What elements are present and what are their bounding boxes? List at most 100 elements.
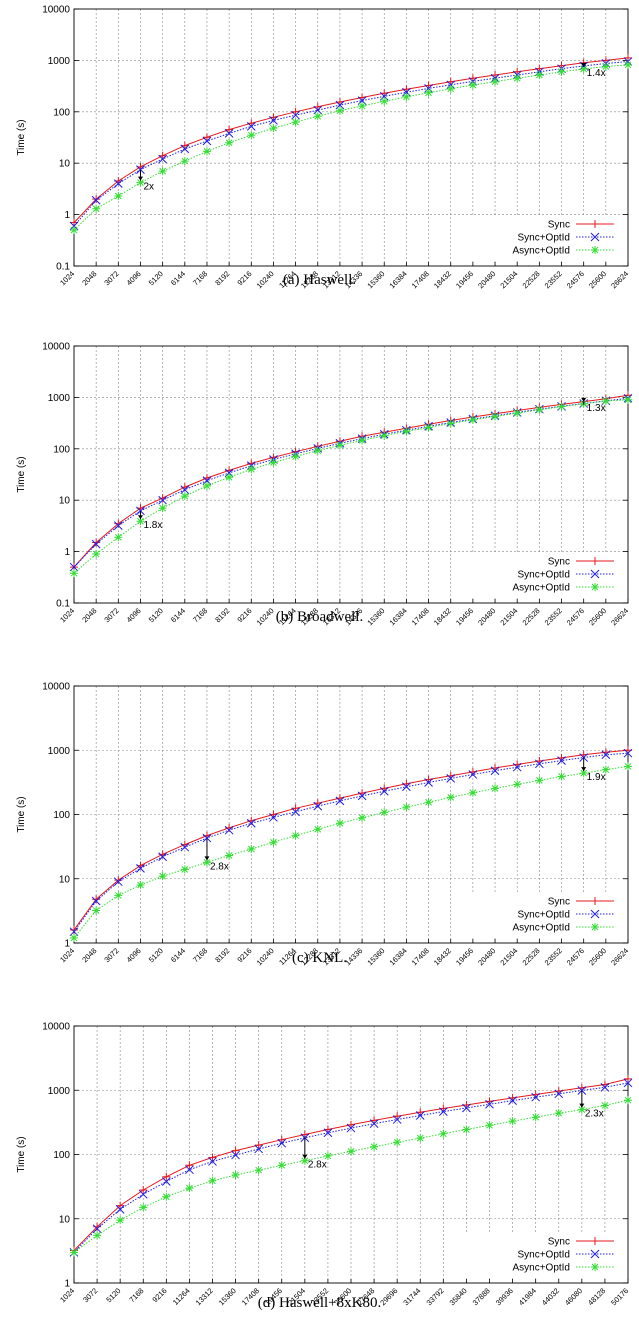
data-point	[424, 798, 433, 807]
legend-label: Async+OptId	[512, 1263, 570, 1274]
data-point	[136, 880, 145, 889]
data-point	[162, 1192, 171, 1201]
data-point	[114, 891, 123, 900]
legend-marker	[590, 909, 600, 919]
annotation-label: 2x	[143, 182, 154, 193]
data-point	[208, 1157, 217, 1166]
data-point	[136, 506, 145, 516]
data-point	[623, 748, 633, 758]
y-tick-label: 0.1	[56, 599, 70, 610]
data-point	[531, 1092, 541, 1102]
data-point	[512, 762, 522, 772]
data-point	[162, 1172, 171, 1181]
annotation-arrowhead	[579, 1103, 585, 1108]
legend-marker	[591, 1263, 599, 1271]
data-point	[158, 504, 167, 513]
data-point	[600, 1082, 610, 1092]
data-point	[369, 1119, 379, 1129]
y-tick-label: 1000	[48, 393, 71, 404]
data-point	[158, 495, 167, 505]
data-point	[535, 70, 544, 79]
legend-marker	[590, 232, 600, 242]
data-point	[485, 1099, 494, 1109]
data-point	[91, 195, 101, 205]
data-point	[185, 1161, 194, 1170]
data-point	[92, 204, 101, 213]
y-tick-label: 1000	[48, 56, 71, 67]
data-point	[269, 838, 278, 847]
data-point	[231, 1146, 240, 1155]
plot-frame	[73, 8, 629, 267]
data-point	[335, 106, 344, 115]
legend-marker	[591, 1237, 599, 1245]
data-point	[313, 801, 323, 811]
data-point	[70, 933, 78, 942]
legend-marker	[591, 583, 599, 591]
data-point	[347, 1147, 355, 1156]
data-point	[70, 226, 78, 235]
data-point	[358, 101, 367, 110]
data-point	[554, 1089, 564, 1099]
series-line-async-optid	[73, 765, 629, 939]
data-point	[291, 804, 300, 813]
data-point	[300, 1156, 309, 1165]
series-line-sync-optid	[73, 61, 629, 227]
data-point	[254, 1166, 263, 1175]
data-point	[113, 877, 123, 887]
data-point	[92, 195, 101, 204]
data-point	[225, 851, 234, 860]
data-point	[424, 88, 433, 97]
data-point	[535, 759, 544, 769]
data-point	[69, 562, 79, 572]
data-point	[335, 796, 345, 806]
data-point	[402, 782, 411, 792]
data-point	[69, 221, 79, 231]
data-point	[291, 807, 300, 817]
data-point	[624, 60, 632, 69]
legend-marker	[591, 220, 599, 228]
data-point	[208, 1176, 217, 1185]
data-point	[313, 112, 322, 121]
data-point	[246, 122, 256, 131]
data-point	[579, 769, 588, 778]
data-point	[70, 1248, 78, 1257]
data-point	[185, 1165, 194, 1175]
data-point	[513, 74, 522, 83]
data-point	[180, 157, 189, 166]
data-point	[557, 402, 566, 411]
data-point	[402, 427, 411, 436]
data-point	[402, 803, 411, 812]
data-point	[379, 786, 389, 796]
data-point	[136, 864, 145, 873]
data-point	[202, 833, 212, 843]
annotation-arrowhead	[137, 515, 143, 520]
data-point	[600, 1101, 609, 1110]
legend-label: Sync	[548, 220, 570, 231]
annotation-arrowhead	[581, 397, 587, 402]
data-point	[415, 1111, 425, 1120]
chart-caption: (a) Haswell.	[282, 272, 357, 288]
y-tick-label: 10	[59, 496, 71, 507]
data-point	[513, 409, 522, 418]
annotation-label: 1.9x	[587, 772, 606, 783]
series-line-sync-optid	[73, 397, 629, 568]
data-point	[180, 144, 190, 154]
legend-marker	[591, 557, 599, 565]
annotation-arrowhead	[581, 767, 587, 772]
data-point	[136, 165, 145, 174]
data-point	[335, 441, 344, 450]
data-point	[291, 831, 300, 840]
annotation-label: 2.8x	[308, 1160, 327, 1171]
data-point	[554, 1109, 563, 1118]
y-tick-label: 1	[64, 1279, 70, 1290]
data-point	[323, 1128, 333, 1138]
data-point	[462, 1103, 471, 1113]
data-point	[231, 1170, 240, 1179]
data-point	[92, 906, 101, 915]
data-point	[490, 766, 500, 776]
data-point	[357, 791, 367, 801]
data-point	[358, 436, 367, 445]
